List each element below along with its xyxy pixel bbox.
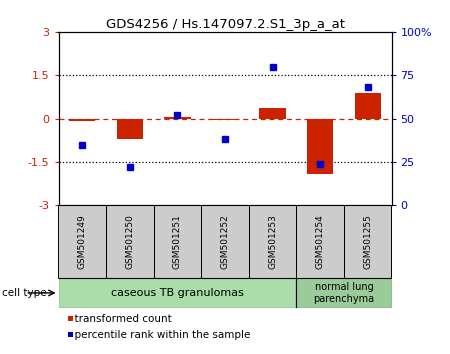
Bar xyxy=(201,205,249,278)
Text: caseous TB granulomas: caseous TB granulomas xyxy=(111,288,244,298)
Bar xyxy=(69,119,95,121)
Text: normal lung
parenchyma: normal lung parenchyma xyxy=(313,282,374,304)
Bar xyxy=(106,205,153,278)
Text: cell type: cell type xyxy=(2,288,47,298)
Text: percentile rank within the sample: percentile rank within the sample xyxy=(68,330,250,339)
Text: GSM501252: GSM501252 xyxy=(220,214,230,269)
Text: transformed count: transformed count xyxy=(68,314,171,324)
Bar xyxy=(68,332,73,337)
Text: GSM501251: GSM501251 xyxy=(173,214,182,269)
Bar xyxy=(58,278,297,308)
Bar xyxy=(58,205,106,278)
Text: GSM501249: GSM501249 xyxy=(78,214,87,269)
Title: GDS4256 / Hs.147097.2.S1_3p_a_at: GDS4256 / Hs.147097.2.S1_3p_a_at xyxy=(105,18,345,31)
Text: GSM501254: GSM501254 xyxy=(315,214,324,269)
Bar xyxy=(297,278,392,308)
Bar xyxy=(355,93,381,119)
Text: GSM501250: GSM501250 xyxy=(126,214,135,269)
Bar xyxy=(260,108,286,119)
Bar xyxy=(212,119,238,120)
Bar xyxy=(164,117,190,119)
Bar xyxy=(307,119,333,173)
Bar xyxy=(344,205,392,278)
Bar xyxy=(68,316,73,321)
Text: GSM501255: GSM501255 xyxy=(363,214,372,269)
Bar xyxy=(153,205,201,278)
Bar xyxy=(297,205,344,278)
Bar xyxy=(249,205,297,278)
Bar xyxy=(117,119,143,139)
Text: GSM501253: GSM501253 xyxy=(268,214,277,269)
